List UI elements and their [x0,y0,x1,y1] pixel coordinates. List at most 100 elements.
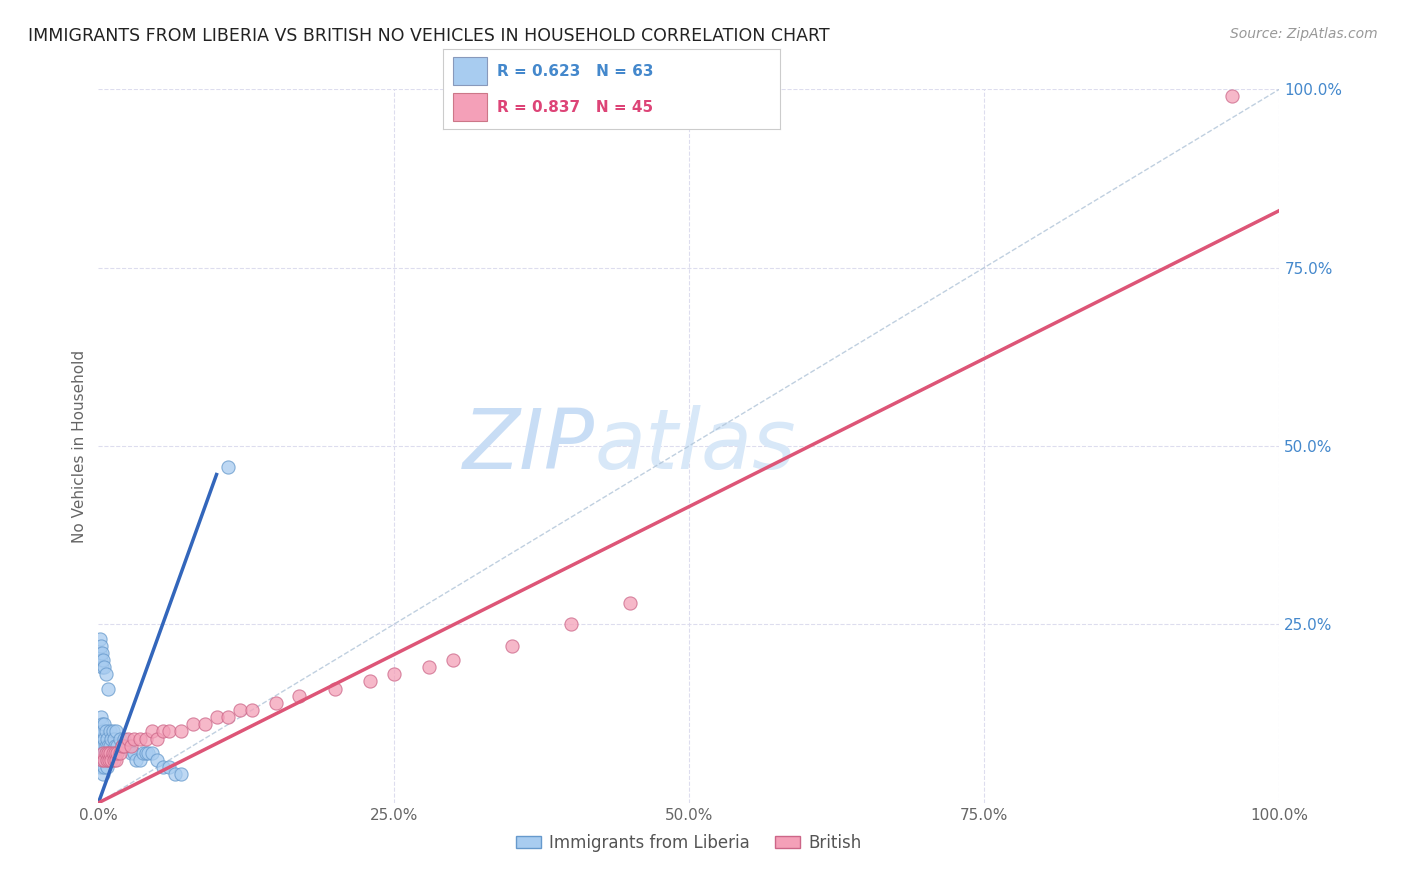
Point [94,667,117,681]
Point [619,596,641,610]
Point [229,703,252,717]
Point [89,632,111,646]
Text: atlas: atlas [595,406,796,486]
Point [111,739,134,753]
Point [441,653,464,667]
Point [98,753,121,767]
Point [91,753,114,767]
Point [104,746,127,760]
Point [117,731,139,746]
Point [165,767,187,781]
Point [135,746,157,760]
Point [112,739,135,753]
Point [91,760,114,774]
Text: IMMIGRANTS FROM LIBERIA VS BRITISH NO VEHICLES IN HOUSEHOLD CORRELATION CHART: IMMIGRANTS FROM LIBERIA VS BRITISH NO VE… [28,27,830,45]
Point [217,710,239,724]
Point [89,760,111,774]
Point [194,717,217,731]
Point [122,731,145,746]
Point [90,724,112,739]
Text: ZIP: ZIP [463,406,595,486]
Point [170,724,193,739]
Bar [453,57,486,86]
Point [157,760,180,774]
Point [152,760,174,774]
Point [98,746,121,760]
Point [121,746,143,760]
Point [1220,89,1243,103]
Point [217,460,239,475]
Point [157,724,180,739]
Point [89,646,111,660]
Point [98,724,121,739]
Point [105,739,128,753]
Point [146,731,169,746]
Point [90,753,112,767]
Point [90,653,112,667]
Point [94,746,117,760]
Point [136,746,159,760]
Text: R = 0.837   N = 45: R = 0.837 N = 45 [496,100,652,115]
Point [97,746,120,760]
Point [135,731,157,746]
Point [94,739,117,753]
Point [94,724,117,739]
Point [96,746,118,760]
Bar [453,94,486,121]
Point [93,731,115,746]
Point [288,689,311,703]
Point [264,696,287,710]
Point [359,674,381,689]
Point [91,746,114,760]
Text: Source: ZipAtlas.com: Source: ZipAtlas.com [1230,27,1378,41]
Point [128,731,150,746]
Point [382,667,405,681]
Point [104,739,127,753]
Point [141,724,163,739]
Point [96,731,118,746]
Point [108,731,131,746]
Point [96,753,118,767]
Point [418,660,440,674]
Legend: Immigrants from Liberia, British: Immigrants from Liberia, British [509,828,869,859]
Point [240,703,263,717]
Point [181,717,204,731]
Point [141,746,163,760]
Point [100,753,122,767]
Point [103,753,125,767]
Point [90,739,112,753]
Point [501,639,523,653]
Point [105,746,128,760]
Point [91,746,114,760]
Point [93,717,115,731]
Point [91,739,114,753]
Point [93,660,115,674]
Point [128,753,150,767]
Point [560,617,582,632]
Point [101,724,124,739]
Point [96,760,118,774]
Point [91,646,114,660]
Point [90,639,112,653]
Point [94,753,117,767]
Point [93,760,115,774]
Point [91,660,114,674]
Point [91,753,114,767]
Point [91,653,114,667]
Point [205,710,228,724]
Point [132,746,155,760]
Point [111,739,134,753]
Point [100,731,122,746]
Point [323,681,346,696]
Point [108,746,131,760]
Point [105,724,128,739]
Point [90,710,112,724]
Point [117,739,139,753]
Point [101,746,124,760]
Point [125,753,148,767]
Point [91,724,114,739]
Point [152,724,174,739]
Point [98,739,121,753]
Point [170,767,193,781]
Point [103,731,125,746]
